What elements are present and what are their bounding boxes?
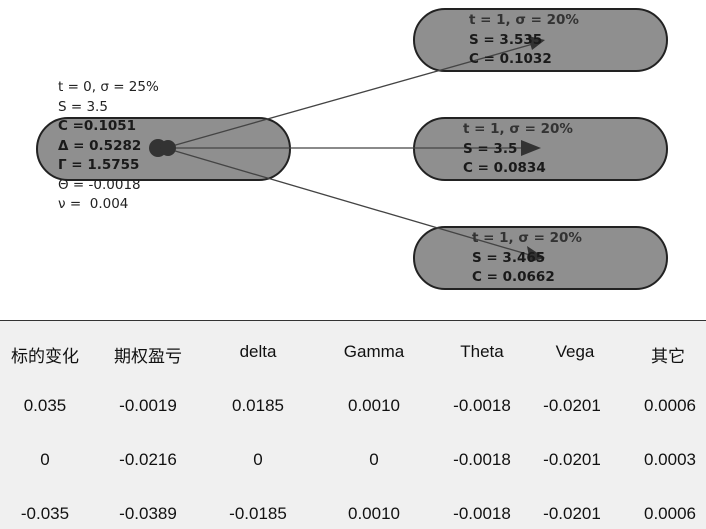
header-cell: 标的变化 — [11, 347, 79, 366]
child-label-down: t = 1, σ = 20% S = 3.465 C = 0.0662 — [472, 230, 582, 285]
table-cell: -0.0201 — [543, 450, 601, 469]
greeks-attribution-table: 标的变化 期权盈亏 delta Gamma Theta Vega 其它 0.03… — [0, 320, 706, 529]
table-row: 0.035 -0.0019 0.0185 0.0010 -0.0018 -0.0… — [0, 396, 706, 420]
arrowhead-up — [528, 36, 545, 50]
table-cell: -0.0018 — [453, 504, 511, 523]
header-cell: 期权盈亏 — [114, 347, 182, 366]
header-cell: Vega — [555, 342, 595, 361]
table-row: -0.035 -0.0389 -0.0185 0.0010 -0.0018 -0… — [0, 504, 706, 528]
table-cell: 0.0003 — [644, 450, 696, 469]
table-cell: 0.0185 — [232, 396, 284, 415]
table-cell: -0.0018 — [453, 396, 511, 415]
table-cell: 0.0006 — [644, 396, 696, 415]
table-row: 0 -0.0216 0 0 -0.0018 -0.0201 0.0003 — [0, 450, 706, 474]
table-cell: 0.035 — [23, 396, 67, 415]
arrowhead-down — [527, 246, 545, 262]
child-label-mid: t = 1, σ = 20% S = 3.5 C = 0.0834 — [463, 121, 573, 176]
table-cell: -0.0018 — [453, 450, 511, 469]
table-cell: -0.0185 — [229, 504, 287, 523]
table-cell: -0.0216 — [119, 450, 177, 469]
table-cell: -0.0019 — [119, 396, 177, 415]
arrowhead-mid — [521, 140, 541, 156]
table-cell: 0.0010 — [348, 396, 400, 415]
edge-down — [164, 147, 541, 259]
root-dot-2 — [160, 140, 176, 156]
header-cell: delta — [239, 342, 277, 361]
table-cell: 0.0010 — [348, 504, 400, 523]
table-cell: -0.035 — [20, 504, 70, 523]
edge-up — [164, 41, 541, 149]
table-cell: -0.0389 — [119, 504, 177, 523]
table-cell: 0 — [369, 450, 379, 469]
tree-edges — [149, 36, 545, 262]
table-cell: 0.0006 — [644, 504, 696, 523]
table-cell: -0.0201 — [543, 504, 601, 523]
table-cell: 0 — [253, 450, 263, 469]
header-cell: Theta — [460, 342, 504, 361]
table-header: 标的变化 期权盈亏 delta Gamma Theta Vega 其它 — [0, 342, 706, 366]
child-node-mid — [413, 117, 668, 181]
table-cell: 0 — [40, 450, 50, 469]
table-cell: -0.0201 — [543, 396, 601, 415]
child-label-up: t = 1, σ = 20% S = 3.535 C = 0.1032 — [469, 12, 579, 67]
root-label: t = 0, σ = 25% S = 3.5 C =0.1051 Δ = 0.5282… — [58, 79, 159, 212]
header-cell: Gamma — [343, 342, 405, 361]
header-cell: 其它 — [651, 347, 685, 366]
